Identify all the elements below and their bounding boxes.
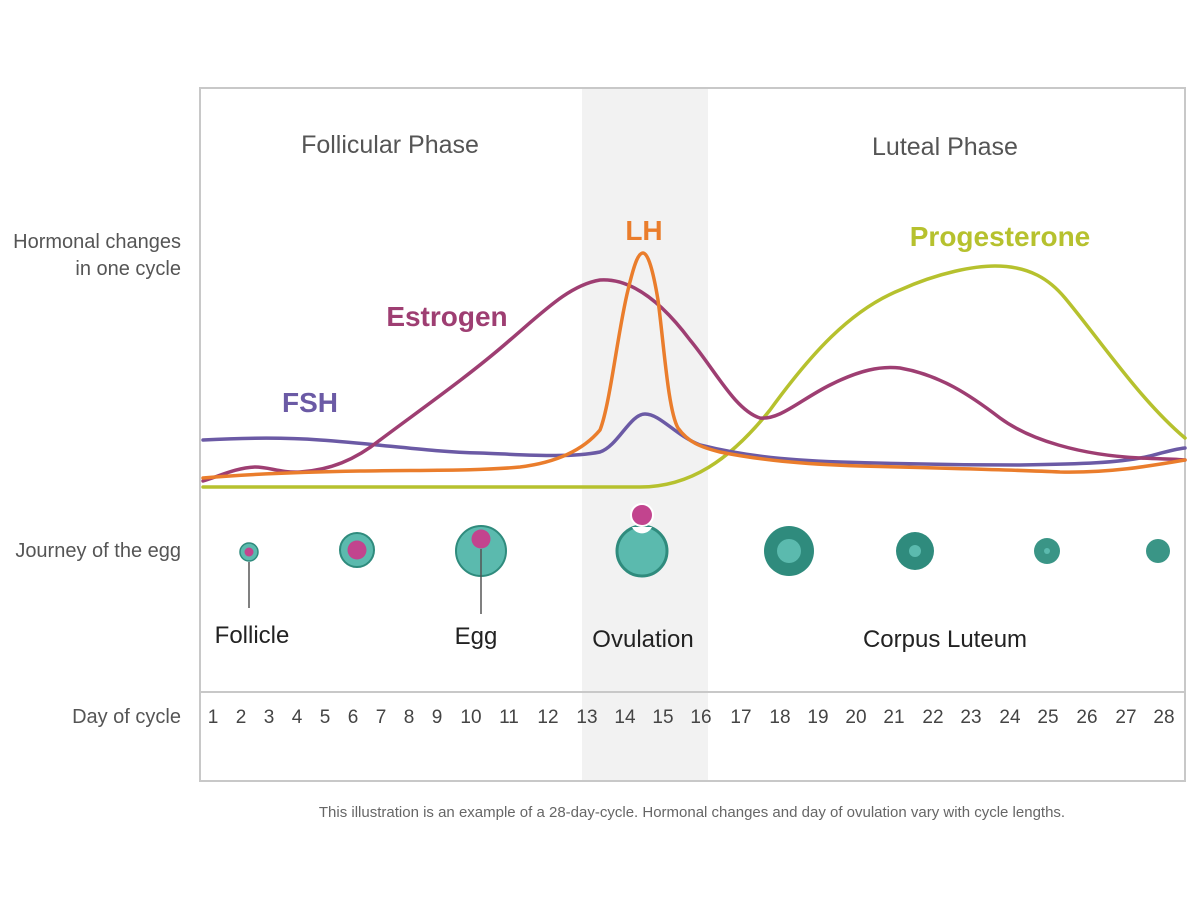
estrogen-curve — [201, 278, 1187, 483]
day-number: 8 — [404, 707, 415, 728]
day-number: 19 — [807, 707, 828, 728]
day-number: 27 — [1115, 707, 1136, 728]
hormonal-changes-label-line1: Hormonal changes — [13, 231, 181, 253]
day-number: 9 — [432, 707, 443, 728]
ovulation-band — [582, 89, 708, 781]
corpus-luteum-stage-3 — [1034, 538, 1060, 564]
progesterone-curve — [201, 264, 1187, 489]
corpus-luteum-label: Corpus Luteum — [863, 626, 1027, 653]
diagram-frame — [199, 87, 1186, 782]
day-number: 25 — [1037, 707, 1058, 728]
corpus-luteum-stage-2 — [896, 532, 934, 570]
day-number: 24 — [999, 707, 1021, 728]
day-number: 14 — [614, 707, 636, 728]
day-number: 20 — [845, 707, 866, 728]
day-number: 7 — [376, 707, 387, 728]
ovulation-label: Ovulation — [592, 626, 693, 653]
day-number: 28 — [1153, 707, 1174, 728]
day-number: 17 — [730, 707, 751, 728]
follicle-stage-1 — [239, 542, 259, 562]
hormonal-changes-label-line2: in one cycle — [75, 258, 181, 280]
day-number: 10 — [460, 707, 481, 728]
luteal-phase-title: Luteal Phase — [872, 133, 1018, 161]
day-number: 6 — [348, 707, 359, 728]
day-number: 4 — [292, 707, 303, 728]
day-of-cycle-label: Day of cycle — [72, 706, 181, 728]
day-number: 1 — [208, 707, 219, 728]
day-number: 26 — [1076, 707, 1097, 728]
follicle-stage-2 — [339, 532, 375, 568]
day-number: 5 — [320, 707, 331, 728]
day-number: 15 — [652, 707, 673, 728]
fsh-curve — [201, 412, 1187, 467]
day-number: 18 — [769, 707, 790, 728]
follicular-phase-title: Follicular Phase — [301, 131, 479, 159]
lh-curve — [201, 251, 1187, 480]
day-number: 2 — [236, 707, 247, 728]
egg-label: Egg — [455, 623, 498, 650]
day-number: 13 — [576, 707, 597, 728]
progesterone-label: Progesterone — [910, 221, 1091, 252]
day-number: 11 — [499, 707, 519, 728]
day-number: 3 — [264, 707, 275, 728]
lh-label: LH — [625, 215, 662, 246]
estrogen-label: Estrogen — [386, 301, 507, 332]
day-number: 22 — [922, 707, 943, 728]
day-labels: 1 2 3 4 5 6 7 8 9 10 11 12 13 14 15 16 17 18 19 20 21 22 23 24 2… — [208, 707, 1175, 728]
footnote: This illustration is an example of a 28-… — [319, 804, 1065, 821]
fsh-label: FSH — [282, 387, 338, 418]
corpus-luteum-stage-4 — [1146, 539, 1170, 563]
day-number: 23 — [960, 707, 981, 728]
day-number: 21 — [883, 707, 904, 728]
day-number: 12 — [537, 707, 558, 728]
journey-of-egg-label: Journey of the egg — [15, 540, 181, 562]
follicle-label: Follicle — [215, 622, 290, 649]
ovulation-follicle — [615, 503, 669, 578]
day-number: 16 — [690, 707, 711, 728]
corpus-luteum-stage-1 — [764, 526, 814, 576]
